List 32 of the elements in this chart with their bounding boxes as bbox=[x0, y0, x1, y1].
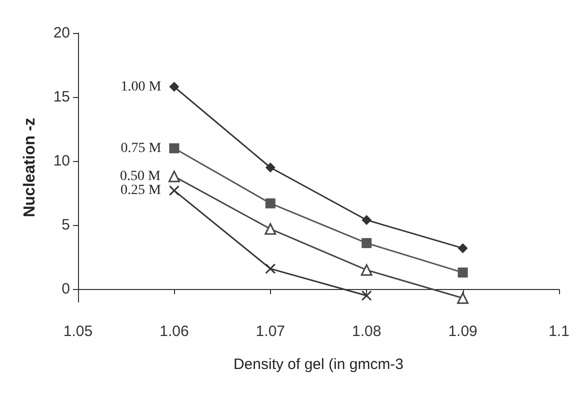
series-label: 0.25 M bbox=[120, 183, 162, 198]
point bbox=[265, 162, 276, 172]
y-tick-label: 15 bbox=[53, 88, 70, 106]
point bbox=[457, 292, 469, 304]
point bbox=[362, 238, 372, 248]
y-tick-label: 0 bbox=[62, 280, 70, 298]
x-tick-label: 1.06 bbox=[160, 323, 189, 340]
point bbox=[168, 170, 180, 182]
y-tick-label: 5 bbox=[62, 216, 70, 234]
point bbox=[265, 198, 276, 208]
series-label: 1.00 M bbox=[120, 79, 162, 94]
point bbox=[169, 82, 180, 92]
point bbox=[360, 264, 372, 276]
series-label: 0.50 M bbox=[120, 168, 161, 184]
point bbox=[458, 268, 468, 278]
point bbox=[265, 263, 276, 274]
point bbox=[362, 215, 372, 226]
point bbox=[168, 185, 180, 196]
x-axis-title: Density of gel (in gmcm-3 bbox=[233, 356, 404, 373]
y-tick-label: 10 bbox=[53, 152, 70, 170]
y-axis-title: Nucleation -z bbox=[22, 118, 38, 218]
x-tick-label: 1.07 bbox=[256, 323, 285, 340]
x-tick-label: 1.08 bbox=[352, 323, 382, 340]
point bbox=[458, 243, 468, 254]
series-label: 0.75 M bbox=[120, 140, 162, 156]
y-tick-label: 20 bbox=[53, 24, 70, 42]
x-tick-label: 1.05 bbox=[63, 323, 93, 340]
x-tick-label: 1.09 bbox=[448, 323, 478, 340]
x-tick-label: 1.1 bbox=[548, 323, 570, 340]
point bbox=[264, 223, 276, 235]
point bbox=[169, 143, 180, 154]
point bbox=[361, 290, 372, 301]
